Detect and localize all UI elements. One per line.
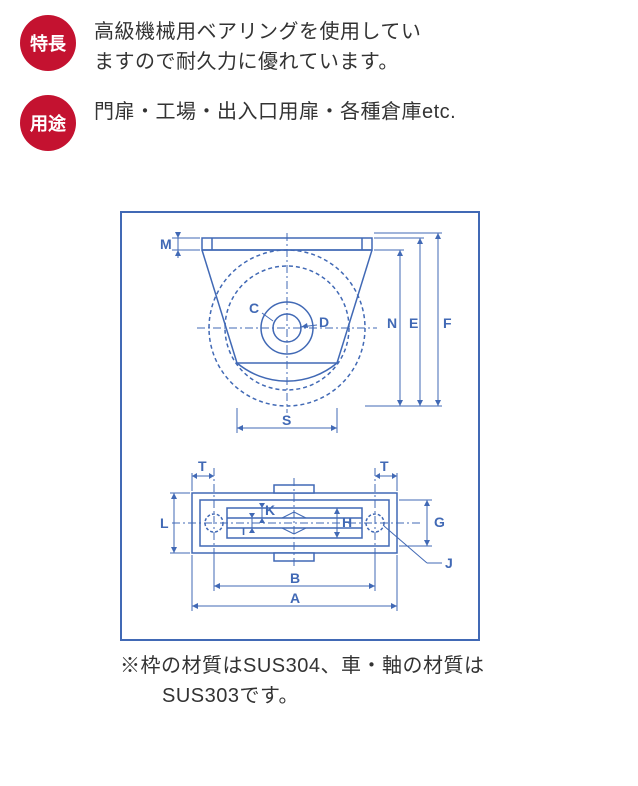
technical-diagram: M C D N E F S T T L K I H G J B A bbox=[122, 213, 482, 643]
usage-badge: 用途 bbox=[20, 95, 76, 151]
diagram-frame: M C D N E F S T T L K I H G J B A bbox=[120, 211, 480, 641]
label-J: J bbox=[445, 555, 453, 571]
label-L: L bbox=[160, 515, 169, 531]
label-M: M bbox=[160, 236, 172, 252]
features-badge: 特長 bbox=[20, 15, 76, 71]
usage-text-content: 門扉・工場・出入口用扉・各種倉庫etc. bbox=[94, 101, 456, 123]
material-note: ※枠の材質はSUS304、車・軸の材質は SUS303です。 bbox=[120, 651, 520, 711]
note-line2: SUS303です。 bbox=[120, 685, 299, 707]
label-D: D bbox=[319, 314, 329, 330]
label-I: I bbox=[242, 526, 245, 538]
label-T1: T bbox=[198, 458, 207, 474]
label-G: G bbox=[434, 514, 445, 530]
label-T2: T bbox=[380, 458, 389, 474]
features-text-line1: 高級機械用ベアリングを使用してい bbox=[94, 21, 421, 43]
label-A: A bbox=[290, 590, 300, 606]
label-N: N bbox=[387, 315, 397, 331]
usage-text: 門扉・工場・出入口用扉・各種倉庫etc. bbox=[94, 95, 456, 127]
note-line1: ※枠の材質はSUS304、車・軸の材質は bbox=[120, 655, 485, 677]
label-B: B bbox=[290, 570, 300, 586]
features-text-line2: ますので耐久力に優れています。 bbox=[94, 51, 399, 73]
label-K: K bbox=[265, 502, 275, 518]
label-H: H bbox=[342, 514, 352, 530]
label-E: E bbox=[409, 315, 418, 331]
diagram-container: M C D N E F S T T L K I H G J B A ※枠の材質は… bbox=[120, 211, 520, 711]
features-text: 高級機械用ベアリングを使用してい ますので耐久力に優れています。 bbox=[94, 15, 421, 77]
label-C: C bbox=[249, 300, 259, 316]
label-F: F bbox=[443, 315, 452, 331]
label-S: S bbox=[282, 412, 291, 428]
